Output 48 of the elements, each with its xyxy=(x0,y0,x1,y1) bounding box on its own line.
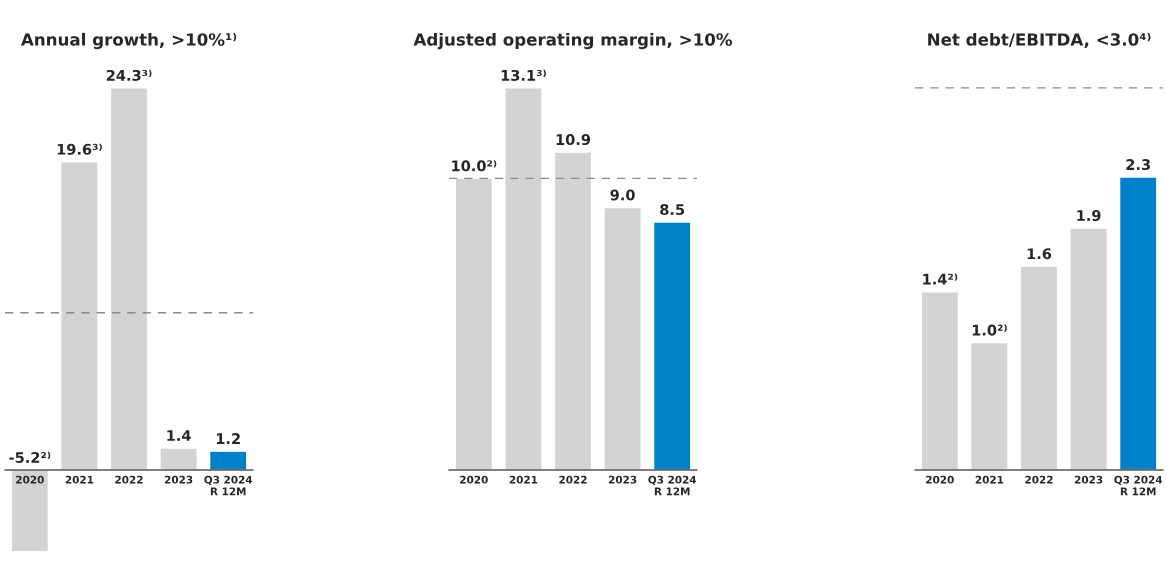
bar xyxy=(970,341,1009,471)
data-label: -5.2²⁾ xyxy=(9,451,51,464)
data-label: 19.6³⁾ xyxy=(57,143,102,155)
chart-title: Annual growth, >10%¹⁾ xyxy=(20,32,237,50)
x-tick-label: Q3 2024 R 12M xyxy=(1114,475,1163,496)
bar xyxy=(159,447,198,471)
data-label: 8.5 xyxy=(660,204,685,216)
bar xyxy=(553,151,593,471)
x-tick-label: 2020 xyxy=(926,475,954,484)
x-tick-label: 2023 xyxy=(608,475,637,484)
bar xyxy=(603,206,642,471)
data-label: 2.3 xyxy=(1126,159,1150,171)
bar xyxy=(652,221,692,471)
chart-title: Adjusted operating margin, >10% xyxy=(413,32,733,50)
x-tick-label: 2022 xyxy=(1025,475,1053,484)
bar xyxy=(454,177,494,471)
x-tick-label: 2020 xyxy=(16,475,44,484)
data-label: 1.2 xyxy=(216,433,240,444)
data-label: 1.9 xyxy=(1077,210,1101,222)
x-tick-label: 2023 xyxy=(164,475,193,484)
x-tick-label: 2021 xyxy=(975,475,1004,484)
x-tick-label: Q3 2024 R 12M xyxy=(204,475,253,496)
data-label: 10.0²⁾ xyxy=(452,160,497,172)
data-label: 13.1³⁾ xyxy=(501,69,546,81)
bar xyxy=(208,450,248,471)
data-label: 9.0 xyxy=(610,189,635,201)
x-tick-label: 2022 xyxy=(559,475,587,484)
x-tick-label: 2021 xyxy=(65,475,94,484)
bar xyxy=(504,87,543,471)
bar xyxy=(1069,227,1108,471)
bar xyxy=(109,87,149,471)
bar xyxy=(1019,265,1059,471)
data-label: 1.0²⁾ xyxy=(972,324,1007,336)
bar xyxy=(10,469,50,553)
data-label: 24.3³⁾ xyxy=(106,69,152,81)
bar xyxy=(60,161,99,471)
x-tick-label: 2021 xyxy=(509,475,538,484)
data-label: 10.9 xyxy=(556,134,591,146)
bar xyxy=(920,291,960,471)
x-tick-label: 2022 xyxy=(115,475,143,484)
x-tick-label: Q3 2024 R 12M xyxy=(648,475,697,496)
data-label: 1.4 xyxy=(167,430,191,441)
data-label: 1.6 xyxy=(1027,248,1052,260)
chart-title: Net debt/EBITDA, <3.0⁴⁾ xyxy=(928,32,1151,48)
bar xyxy=(1118,176,1158,471)
x-tick-label: 2023 xyxy=(1074,475,1103,484)
x-tick-label: 2020 xyxy=(460,475,488,484)
data-label: 1.4²⁾ xyxy=(923,273,958,285)
